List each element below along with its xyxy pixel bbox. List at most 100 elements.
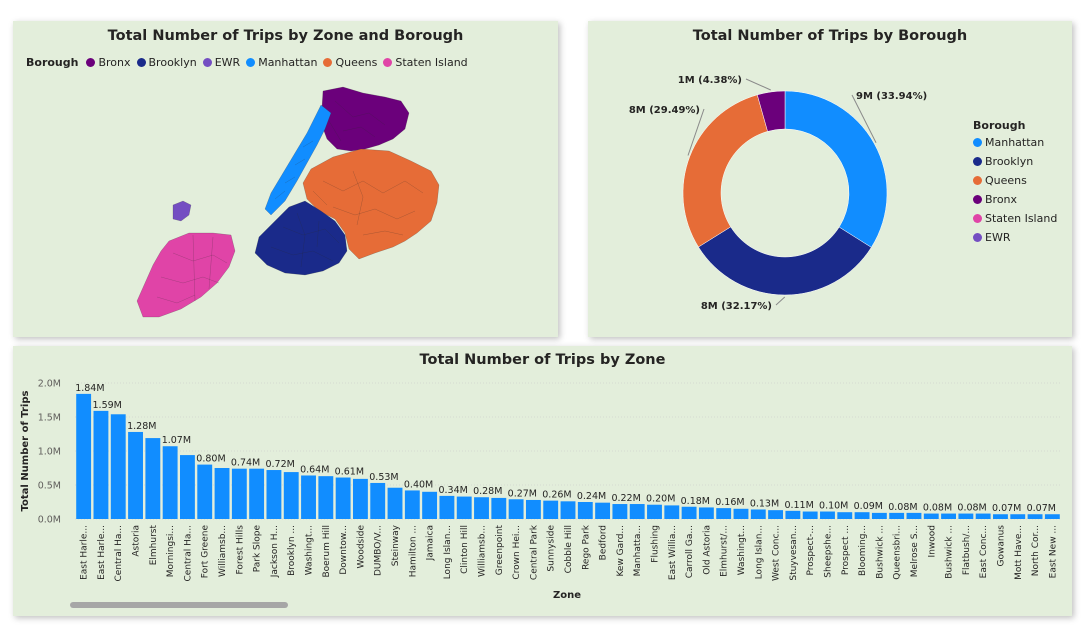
bar[interactable]: [906, 512, 922, 519]
bar[interactable]: [543, 500, 559, 519]
bar[interactable]: [785, 510, 801, 519]
legend-label: Queens: [335, 56, 378, 69]
bar[interactable]: [768, 510, 784, 519]
bar[interactable]: [612, 504, 628, 519]
bar[interactable]: [647, 504, 662, 519]
bar[interactable]: [733, 508, 749, 519]
donut-visual[interactable]: Total Number of Trips by Borough 9M (33.…: [588, 21, 1072, 337]
bar[interactable]: [871, 512, 887, 519]
legend-item-ewr[interactable]: EWR: [202, 56, 240, 69]
bar-data-label: 1.59M: [93, 400, 122, 411]
bar[interactable]: [128, 431, 143, 519]
legend-item-bronx[interactable]: Bronx: [86, 56, 131, 69]
bar[interactable]: [1010, 514, 1026, 519]
legend-item-queens[interactable]: Queens: [323, 56, 377, 69]
map-legend: Borough Bronx Brooklyn EWR Manhattan Que…: [26, 56, 468, 69]
y-axis-title: Total Number of Trips: [20, 390, 31, 511]
bar[interactable]: [283, 472, 299, 519]
bar[interactable]: [802, 511, 818, 519]
y-tick-label: 1.0M: [38, 447, 61, 458]
donut-chart: 9M (33.94%) 8M (32.17%) 8M (29.49%) 1M (4.3…: [629, 75, 927, 312]
x-tick-label: Park Slope: [253, 525, 263, 573]
bar[interactable]: [231, 468, 247, 519]
legend-item-staten-island[interactable]: Staten Island: [383, 56, 468, 69]
x-tick-label: Jamaica: [426, 525, 436, 561]
legend-item-manhattan[interactable]: Manhattan: [246, 56, 317, 69]
bar[interactable]: [370, 482, 386, 519]
bar[interactable]: [301, 475, 316, 519]
bar[interactable]: [958, 513, 974, 519]
legend-item-brooklyn[interactable]: Brooklyn: [136, 56, 197, 69]
bar[interactable]: [439, 495, 455, 519]
bar[interactable]: [681, 506, 697, 519]
legend-item-brooklyn[interactable]: Brooklyn: [973, 155, 1057, 168]
bar[interactable]: [110, 414, 126, 519]
bar[interactable]: [889, 512, 905, 519]
bar[interactable]: [249, 468, 265, 519]
bar[interactable]: [750, 509, 766, 519]
map-region-bronx[interactable]: [320, 86, 410, 152]
bar[interactable]: [266, 470, 282, 519]
x-tick-label: West Conc...: [772, 525, 782, 581]
legend-dot: [973, 195, 982, 204]
bar[interactable]: [474, 497, 489, 519]
donut-data-label: 9M (33.94%): [856, 91, 927, 102]
donut-slice-brooklyn[interactable]: [698, 226, 872, 296]
bar[interactable]: [491, 497, 507, 519]
bar[interactable]: [993, 514, 1008, 519]
bar-visual[interactable]: Total Number of Trips by Zone 0.0M 0.5M 1.…: [13, 346, 1072, 616]
bar[interactable]: [456, 496, 472, 519]
bar[interactable]: [923, 513, 939, 519]
horizontal-scrollbar[interactable]: [70, 602, 288, 608]
bar[interactable]: [508, 499, 524, 519]
bar[interactable]: [560, 501, 576, 519]
legend-item-manhattan[interactable]: Manhattan: [973, 136, 1057, 149]
bar[interactable]: [820, 511, 835, 519]
donut-slice-bronx[interactable]: [756, 90, 786, 132]
bar[interactable]: [1044, 514, 1060, 519]
bar-data-label: 0.10M: [819, 501, 848, 512]
x-tick-label: Prospect-...: [806, 525, 816, 576]
bar[interactable]: [854, 512, 870, 519]
bar[interactable]: [387, 487, 403, 519]
map-visual[interactable]: Total Number of Trips by Zone and Boroug…: [13, 21, 558, 337]
bar[interactable]: [318, 476, 334, 519]
bar[interactable]: [1027, 514, 1043, 519]
bar[interactable]: [698, 507, 714, 519]
bar[interactable]: [180, 455, 195, 519]
legend-item-queens[interactable]: Queens: [973, 174, 1057, 187]
bar[interactable]: [335, 477, 351, 519]
x-tick-label: Sunnyside: [547, 525, 557, 572]
bar[interactable]: [525, 499, 541, 519]
bar[interactable]: [716, 508, 732, 519]
bar[interactable]: [404, 490, 420, 519]
bar[interactable]: [197, 464, 213, 519]
legend-item-ewr[interactable]: EWR: [973, 231, 1057, 244]
bar-data-label: 1.84M: [75, 383, 104, 394]
map-region-manhattan[interactable]: [264, 104, 332, 216]
bar[interactable]: [162, 446, 178, 519]
donut-slice-manhattan[interactable]: [784, 90, 888, 248]
bar[interactable]: [975, 513, 991, 519]
map-region-brooklyn[interactable]: [254, 200, 348, 276]
bar-data-label: 0.40M: [404, 479, 433, 490]
bar[interactable]: [595, 502, 611, 519]
legend-item-staten-island[interactable]: Staten Island: [973, 212, 1057, 225]
bar[interactable]: [93, 410, 109, 519]
bar[interactable]: [76, 393, 92, 519]
bar[interactable]: [352, 478, 368, 519]
bar[interactable]: [422, 491, 438, 519]
donut-slice-queens[interactable]: [682, 94, 768, 248]
x-tick-label: Downtow...: [339, 525, 349, 575]
legend-item-bronx[interactable]: Bronx: [973, 193, 1057, 206]
bar[interactable]: [145, 438, 161, 519]
bar[interactable]: [214, 468, 230, 519]
bar[interactable]: [577, 502, 593, 519]
bar[interactable]: [837, 512, 853, 519]
y-tick-label: 0.0M: [38, 515, 61, 526]
map-region-staten-island[interactable]: [136, 232, 236, 318]
bar[interactable]: [664, 505, 680, 519]
map-region-ewr[interactable]: [172, 200, 192, 222]
bar[interactable]: [629, 504, 645, 519]
bar[interactable]: [941, 513, 956, 519]
